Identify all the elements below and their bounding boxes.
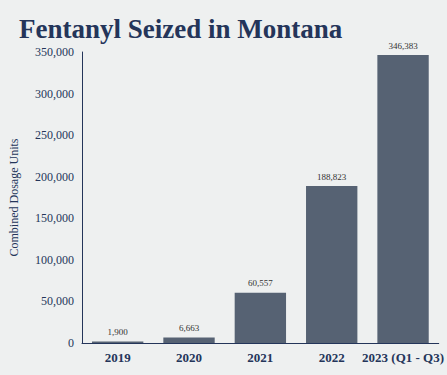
svg-text:100,000: 100,000: [35, 253, 74, 267]
svg-text:6,663: 6,663: [179, 323, 200, 333]
svg-text:2021: 2021: [247, 350, 273, 365]
svg-text:2020: 2020: [176, 350, 202, 365]
svg-text:2023 (Q1 - Q3): 2023 (Q1 - Q3): [362, 350, 444, 365]
svg-text:1,900: 1,900: [108, 327, 129, 337]
svg-text:Fentanyl Seized in Montana: Fentanyl Seized in Montana: [19, 14, 343, 44]
svg-text:346,383: 346,383: [388, 41, 418, 51]
svg-text:200,000: 200,000: [35, 170, 74, 184]
svg-text:50,000: 50,000: [41, 294, 74, 308]
svg-text:2022: 2022: [319, 350, 345, 365]
svg-text:2019: 2019: [105, 350, 132, 365]
svg-text:350,000: 350,000: [35, 45, 74, 59]
svg-text:250,000: 250,000: [35, 128, 74, 142]
svg-text:0: 0: [68, 336, 74, 350]
svg-text:188,823: 188,823: [317, 172, 347, 182]
svg-text:Combined Dosage Units: Combined Dosage Units: [7, 138, 21, 256]
svg-text:150,000: 150,000: [35, 211, 74, 225]
svg-text:300,000: 300,000: [35, 87, 74, 101]
svg-text:60,557: 60,557: [248, 278, 273, 288]
